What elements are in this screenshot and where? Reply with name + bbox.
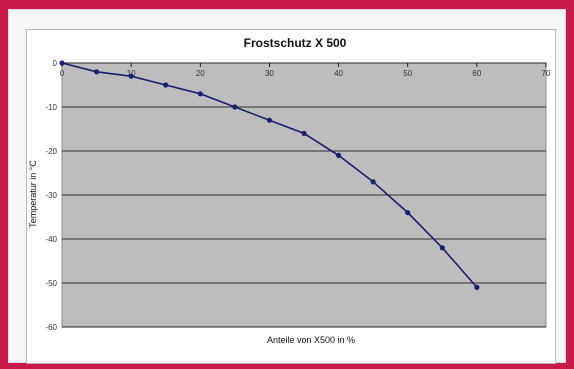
data-point [197, 91, 203, 97]
data-point [266, 117, 273, 123]
x-tick-label: 0 [60, 69, 65, 78]
data-point [93, 69, 100, 75]
data-point [163, 82, 169, 88]
y-tick-label: 0 [53, 59, 58, 68]
x-tick-label: 20 [196, 69, 205, 78]
data-point [301, 130, 307, 136]
y-tick-label: -20 [45, 147, 57, 156]
y-tick-label: -50 [45, 279, 57, 288]
data-point [370, 179, 376, 185]
y-axis-label: Temperatur in °C [28, 160, 38, 228]
x-axis-label: Anteile von X500 in % [267, 335, 355, 345]
x-tick-label: 70 [542, 69, 551, 78]
x-tick-label: 60 [472, 69, 481, 78]
y-tick-label: -30 [45, 191, 57, 200]
chart-title: Frostschutz X 500 [244, 36, 347, 50]
y-tick-label: -40 [45, 235, 57, 244]
data-point [232, 104, 238, 110]
data-point [439, 245, 445, 251]
data-point [474, 284, 480, 290]
data-point [128, 73, 134, 79]
data-point [59, 60, 65, 66]
x-tick-label: 30 [265, 69, 274, 78]
y-tick-label: -60 [45, 323, 57, 332]
x-tick-label: 10 [127, 69, 136, 78]
x-tick-label: 40 [334, 69, 343, 78]
data-point [405, 210, 411, 216]
y-tick-label: -10 [45, 103, 57, 112]
x-tick-label: 50 [403, 69, 412, 78]
data-point [335, 152, 342, 158]
